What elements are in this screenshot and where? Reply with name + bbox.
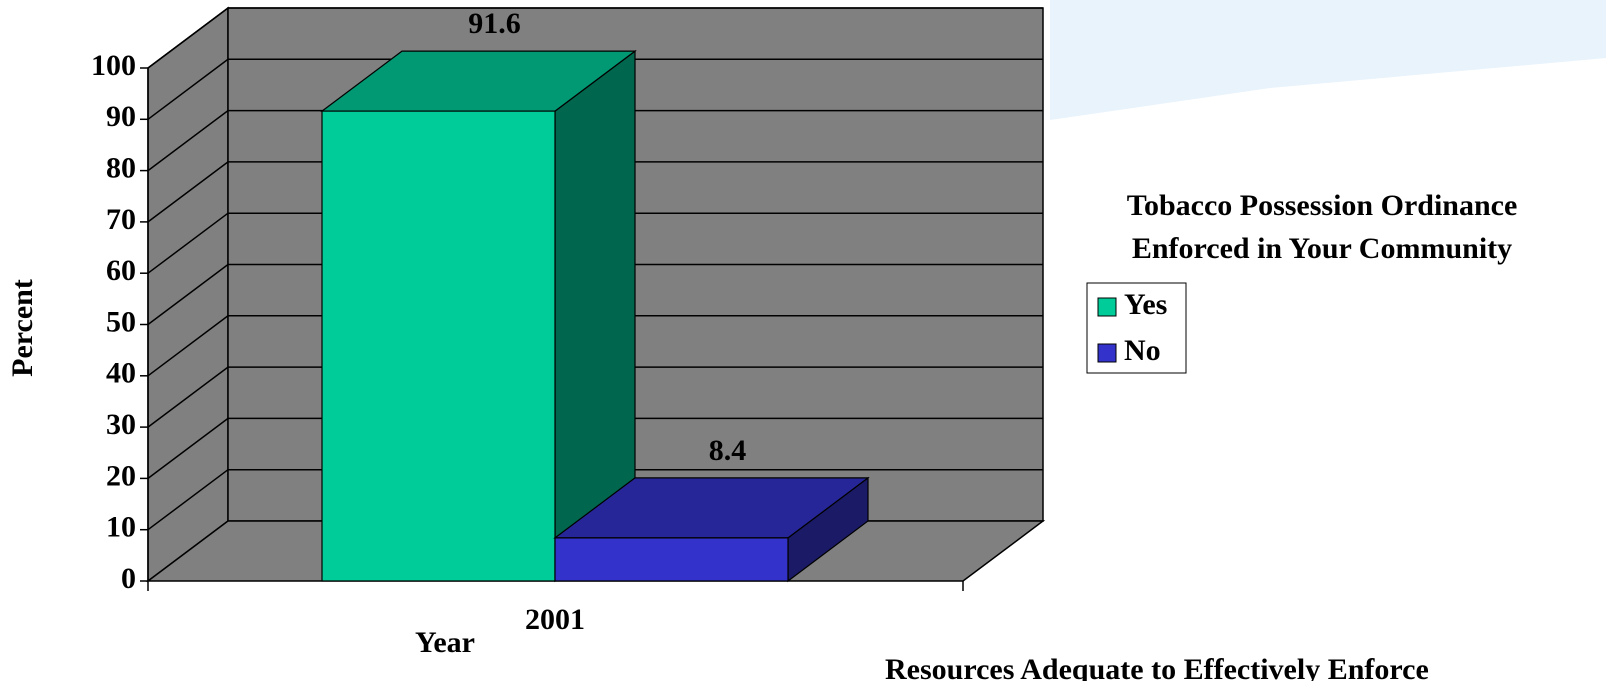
- grid-line: [147, 58, 1043, 120]
- legend-label: No: [1124, 334, 1161, 367]
- x-axis-label: Year: [415, 626, 475, 659]
- grid-line: [147, 7, 1043, 69]
- annotation: Resources Adequate to Effectively Enforc…: [885, 653, 1429, 681]
- y-tick-label: 70: [106, 203, 136, 236]
- data-label: 91.6: [468, 7, 521, 40]
- y-tick-label: 40: [106, 357, 136, 390]
- y-tick-label: 50: [106, 305, 136, 338]
- legend-title: Enforced in Your Community: [1132, 232, 1512, 265]
- y-tick-label: 20: [106, 459, 136, 492]
- grid-line: [147, 366, 1043, 428]
- legend-label: Yes: [1124, 288, 1167, 321]
- legend-swatch: [1097, 343, 1117, 363]
- grid-line: [147, 468, 1043, 531]
- legend-swatch: [1097, 297, 1117, 317]
- grid-line: [147, 263, 1043, 326]
- legend-title: Tobacco Possession Ordinance: [1127, 189, 1518, 222]
- grid-line: [147, 109, 1043, 172]
- y-tick-label: 0: [121, 562, 136, 595]
- y-tick-label: 10: [106, 511, 136, 544]
- bar: [554, 537, 789, 582]
- x-tick-label: 2001: [525, 603, 585, 636]
- grid-line: [147, 315, 1043, 377]
- y-axis-label: Percent: [6, 279, 39, 377]
- grid-line: [147, 161, 1043, 223]
- y-tick-label: 90: [106, 100, 136, 133]
- y-tick-label: 100: [91, 49, 136, 82]
- grid-line: [147, 212, 1043, 274]
- y-tick-label: 80: [106, 151, 136, 184]
- grid-line: [147, 417, 1043, 479]
- background-shape: [150, 0, 1606, 120]
- y-tick-label: 60: [106, 254, 136, 287]
- data-label: 8.4: [709, 434, 747, 467]
- y-tick-label: 30: [106, 408, 136, 441]
- bar: [321, 110, 556, 582]
